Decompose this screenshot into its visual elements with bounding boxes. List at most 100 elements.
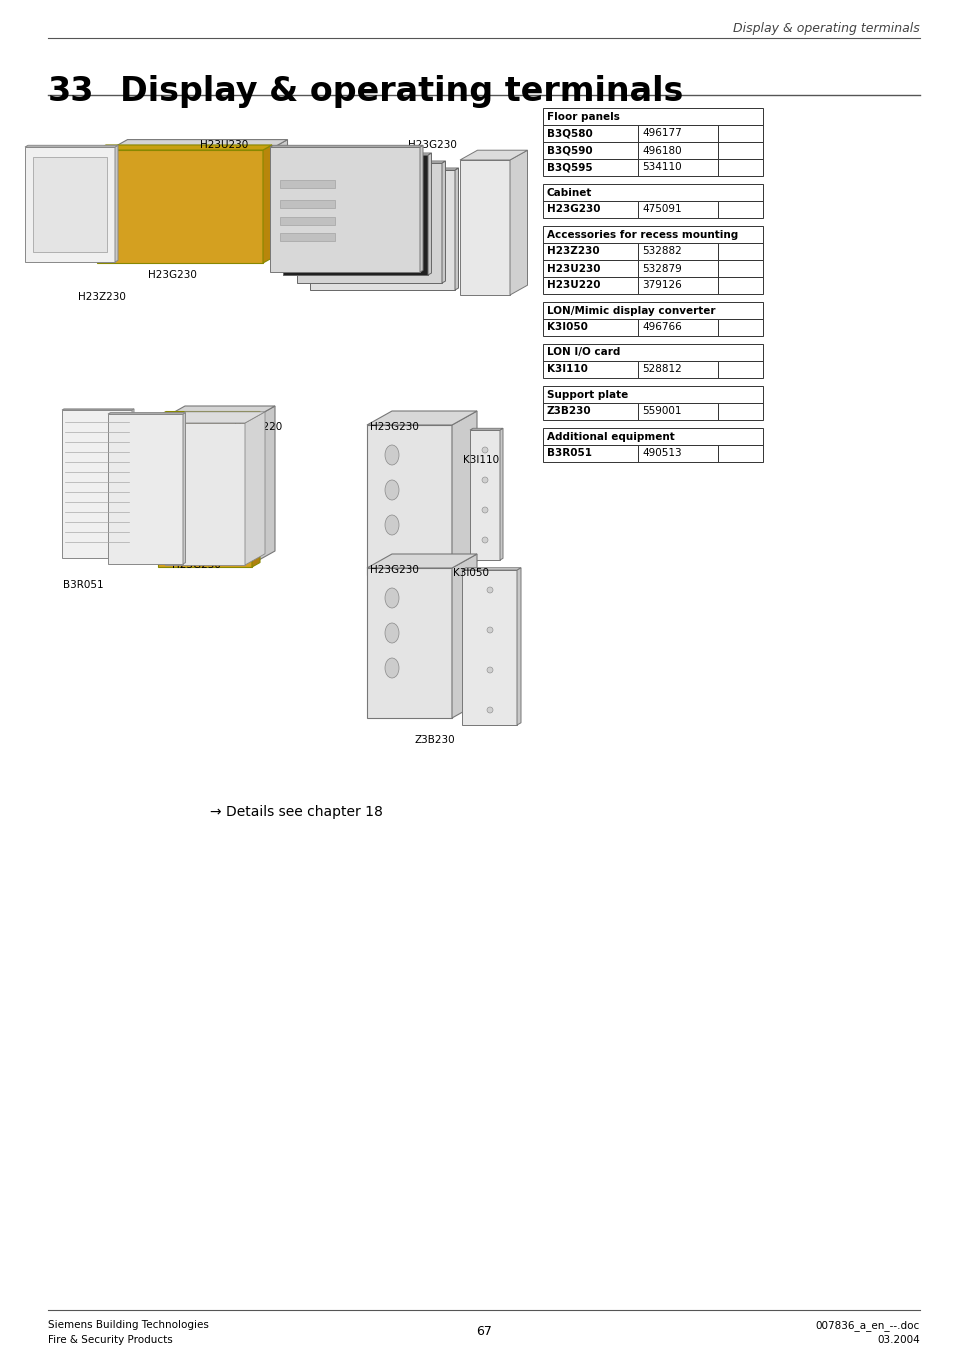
Polygon shape — [310, 170, 455, 290]
Bar — [638, 277, 718, 295]
Bar — [542, 108, 762, 126]
Polygon shape — [108, 412, 185, 413]
Polygon shape — [158, 416, 252, 567]
Text: → Details see chapter 18: → Details see chapter 18 — [210, 805, 382, 819]
Text: B3Q595: B3Q595 — [317, 200, 359, 209]
Polygon shape — [367, 567, 452, 717]
Bar — [542, 428, 762, 444]
Polygon shape — [296, 161, 445, 163]
Polygon shape — [97, 150, 263, 263]
Bar — [542, 184, 762, 201]
Polygon shape — [452, 554, 476, 717]
Text: B3Q590: B3Q590 — [337, 182, 379, 193]
Text: K3I110: K3I110 — [462, 455, 498, 465]
Text: 532879: 532879 — [641, 263, 681, 273]
Polygon shape — [62, 409, 132, 558]
Text: Z3B230: Z3B230 — [415, 735, 456, 744]
Ellipse shape — [385, 480, 398, 500]
Polygon shape — [461, 570, 517, 725]
Text: LON I/O card: LON I/O card — [546, 347, 619, 358]
Polygon shape — [470, 430, 499, 561]
Bar — [638, 444, 718, 462]
Circle shape — [486, 667, 493, 673]
Text: 67: 67 — [476, 1325, 492, 1337]
Polygon shape — [160, 407, 274, 420]
Text: 496180: 496180 — [641, 146, 680, 155]
Text: 490513: 490513 — [641, 449, 680, 458]
Polygon shape — [367, 426, 452, 576]
Bar — [542, 277, 638, 295]
Bar — [542, 303, 762, 319]
Bar — [718, 319, 762, 336]
Text: K3I050: K3I050 — [546, 323, 587, 332]
Text: 475091: 475091 — [641, 204, 680, 215]
Polygon shape — [296, 163, 441, 282]
Polygon shape — [470, 428, 502, 430]
Circle shape — [481, 477, 488, 484]
Bar — [542, 403, 638, 420]
Text: Additional equipment: Additional equipment — [546, 431, 674, 442]
Text: 559001: 559001 — [641, 407, 680, 416]
Ellipse shape — [385, 588, 398, 608]
Text: H23U230: H23U230 — [546, 263, 599, 273]
Polygon shape — [33, 157, 107, 253]
Ellipse shape — [385, 658, 398, 678]
Text: Z3B230: Z3B230 — [546, 407, 591, 416]
Text: B3Q580: B3Q580 — [546, 128, 592, 139]
Polygon shape — [499, 428, 502, 561]
Bar — [638, 259, 718, 277]
Polygon shape — [459, 150, 527, 159]
Polygon shape — [165, 412, 265, 423]
Polygon shape — [452, 411, 476, 576]
Polygon shape — [158, 412, 260, 416]
Text: H23Z230: H23Z230 — [546, 246, 599, 257]
Polygon shape — [270, 147, 419, 272]
Polygon shape — [280, 200, 335, 208]
Polygon shape — [132, 409, 133, 558]
Bar — [542, 259, 638, 277]
Bar — [542, 159, 638, 176]
Text: 496766: 496766 — [641, 323, 681, 332]
Bar — [718, 259, 762, 277]
Bar — [542, 386, 762, 403]
Bar — [638, 243, 718, 259]
Bar — [542, 319, 638, 336]
Polygon shape — [459, 159, 510, 295]
Polygon shape — [517, 567, 520, 725]
Bar — [718, 243, 762, 259]
Circle shape — [481, 536, 488, 543]
Polygon shape — [252, 412, 260, 567]
Polygon shape — [245, 412, 265, 565]
Bar — [542, 126, 638, 142]
Polygon shape — [441, 161, 445, 282]
Bar — [638, 403, 718, 420]
Polygon shape — [160, 420, 250, 565]
Text: H23U230: H23U230 — [200, 141, 248, 150]
Text: B3R051: B3R051 — [546, 449, 592, 458]
Text: H23G230: H23G230 — [546, 204, 599, 215]
Text: Support plate: Support plate — [546, 389, 628, 400]
Polygon shape — [428, 153, 431, 276]
Bar — [542, 226, 762, 243]
Polygon shape — [260, 139, 287, 259]
Polygon shape — [270, 146, 422, 147]
Text: B3Q580: B3Q580 — [296, 218, 338, 227]
Bar — [718, 361, 762, 378]
Circle shape — [481, 447, 488, 453]
Text: Display & operating terminals: Display & operating terminals — [733, 22, 919, 35]
Bar — [638, 319, 718, 336]
Text: H23G230: H23G230 — [148, 270, 196, 280]
Polygon shape — [280, 232, 335, 240]
Text: 33: 33 — [48, 76, 94, 108]
Polygon shape — [367, 554, 476, 567]
Bar — [718, 403, 762, 420]
Polygon shape — [291, 170, 419, 190]
Bar — [542, 201, 638, 218]
Polygon shape — [250, 407, 274, 565]
Text: 03.2004: 03.2004 — [877, 1335, 919, 1346]
Text: H23G230: H23G230 — [370, 565, 418, 576]
Bar — [542, 345, 762, 361]
Bar — [542, 142, 638, 159]
Polygon shape — [100, 139, 287, 155]
Polygon shape — [461, 567, 520, 570]
